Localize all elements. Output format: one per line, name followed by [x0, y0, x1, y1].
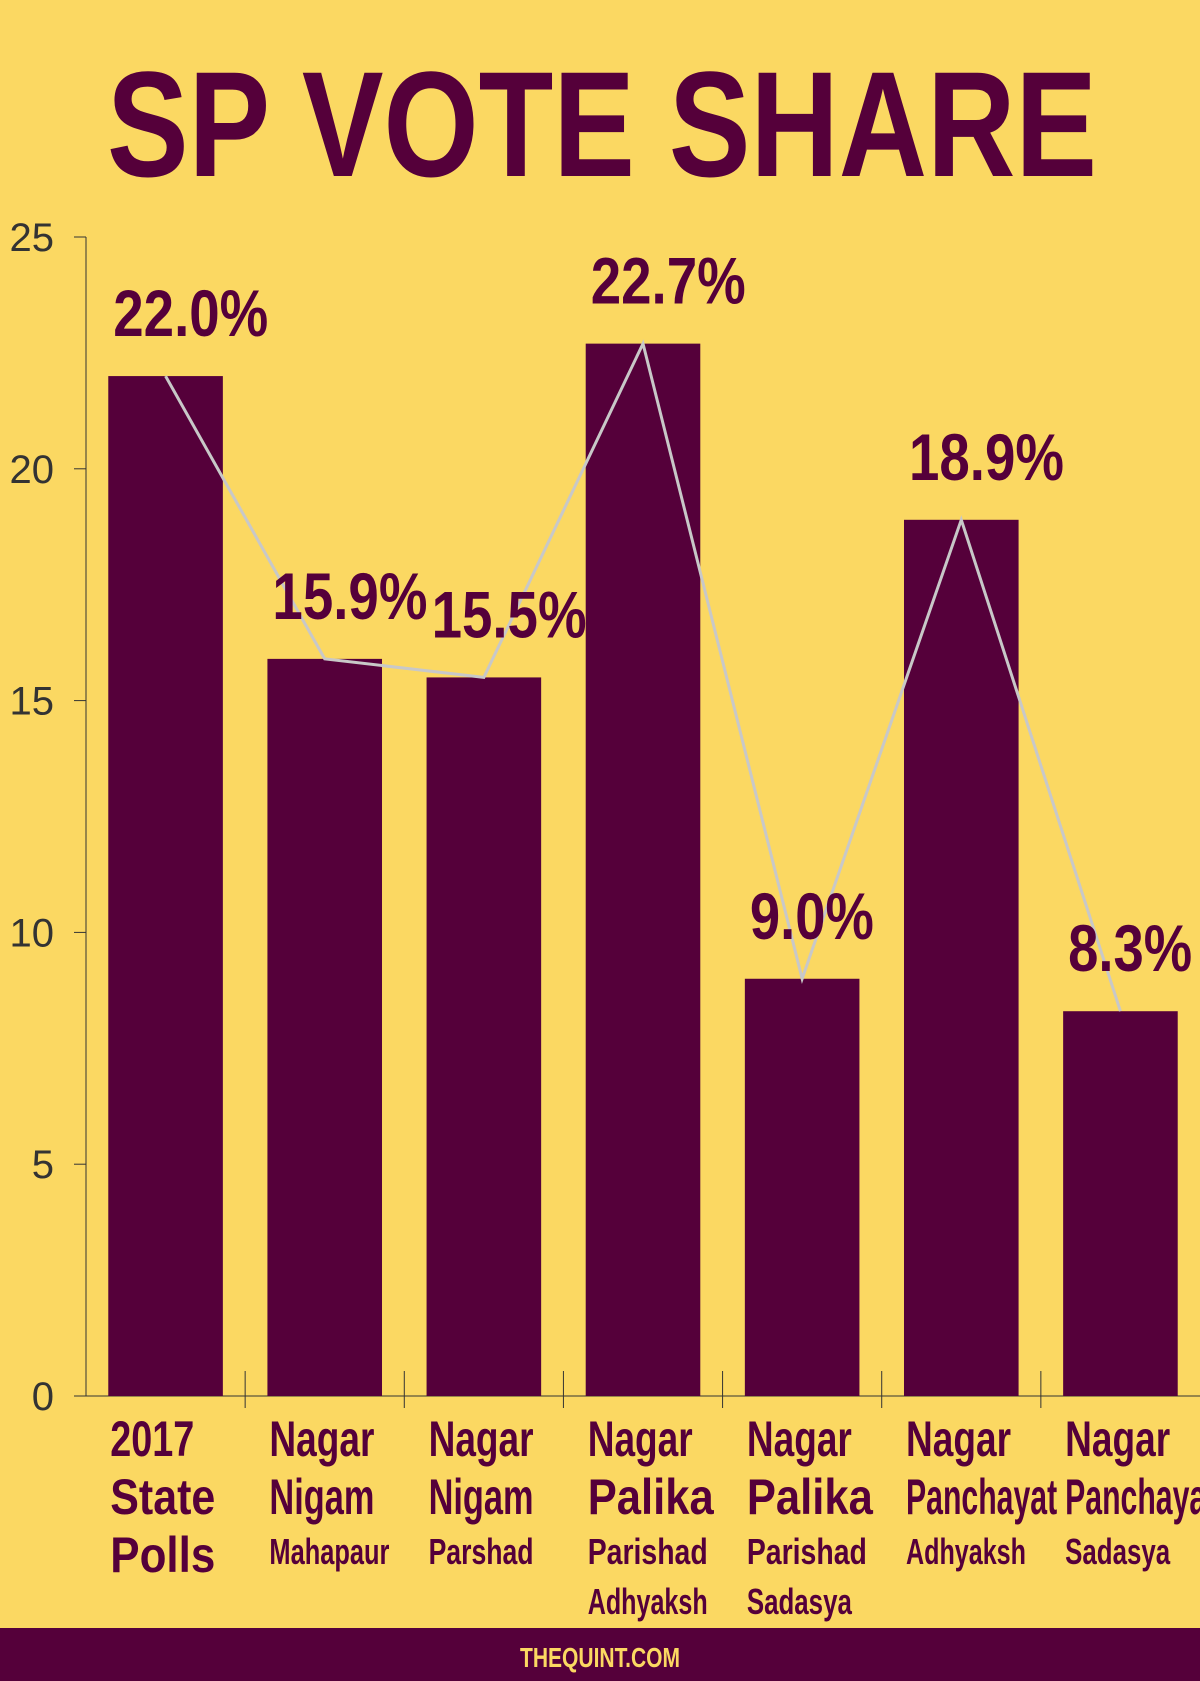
x-tick-label: 2017 State Polls [110, 1411, 215, 1583]
value-label: 8.3% [1068, 911, 1192, 985]
value-label: 15.5% [432, 577, 587, 651]
y-tick-label: 20 [10, 448, 55, 492]
x-tick-label-line: Adhyaksh [588, 1581, 708, 1622]
trend-line [164, 339, 1122, 1012]
bar [426, 677, 542, 1396]
x-tick-label-line: 2017 [110, 1411, 194, 1467]
y-tick-label: 5 [32, 1143, 54, 1187]
x-tick-label-line: Sadasya [747, 1581, 853, 1622]
x-tick-label-line: Palika [747, 1469, 874, 1525]
x-tick-label-line: Nigam [269, 1469, 374, 1525]
bar [1063, 1011, 1178, 1396]
value-label: 22.7% [591, 244, 746, 318]
bar [267, 658, 383, 1396]
x-tick-label-line: Nagar [588, 1411, 693, 1467]
x-tick-label-line: Nagar [747, 1411, 852, 1467]
x-tick-label: Nagar Palika Parishad Adhyaksh [588, 1411, 715, 1622]
x-tick-label-line: Sadasya [1065, 1531, 1171, 1572]
value-label: 15.9% [272, 559, 427, 633]
bar [903, 519, 1019, 1396]
y-tick-label: 0 [32, 1375, 54, 1419]
x-tick-label-line: Polls [110, 1527, 215, 1583]
x-tick-label: Nagar Nigam Mahapaur [269, 1411, 389, 1572]
x-tick-label-line: Panchayat [1065, 1469, 1200, 1525]
x-tick-label-line: Nagar [1065, 1411, 1170, 1467]
x-tick-label: Nagar Panchayat Adhyaksh [906, 1411, 1057, 1572]
y-tick-label: 15 [10, 680, 55, 724]
x-tick-label-line: Adhyaksh [906, 1531, 1026, 1572]
x-tick-label-line: Nagar [429, 1411, 534, 1467]
bar [744, 978, 860, 1396]
value-label: 22.0% [113, 276, 268, 350]
value-label: 9.0% [750, 879, 874, 953]
footer-text: THEQUINT.COM [520, 1642, 680, 1673]
x-tick-label-line: Nigam [429, 1469, 534, 1525]
x-tick-label-line: Palika [588, 1469, 715, 1525]
x-tick-label: Nagar Palika Parishad Sadasya [747, 1411, 874, 1622]
x-tick-label-line: Parshad [429, 1531, 534, 1572]
x-tick-label-line: Panchayat [906, 1469, 1057, 1525]
x-tick-label-line: Mahapaur [269, 1531, 389, 1572]
x-tick-label: Nagar Nigam Parshad [429, 1411, 534, 1572]
bar [108, 376, 223, 1397]
y-tick-label: 25 [10, 216, 55, 260]
bar [585, 343, 701, 1397]
x-tick-label-line: Parishad [747, 1531, 867, 1572]
value-label: 18.9% [909, 420, 1064, 494]
chart-title: SP VOTE SHARE [107, 40, 1097, 208]
x-tick-label-line: Nagar [269, 1411, 374, 1467]
y-tick-label: 10 [10, 911, 55, 955]
x-tick-label-line: Nagar [906, 1411, 1011, 1467]
footer-bar [0, 1628, 1200, 1681]
x-tick-label-line: State [110, 1469, 215, 1525]
x-tick-label-line: Parishad [588, 1531, 708, 1572]
